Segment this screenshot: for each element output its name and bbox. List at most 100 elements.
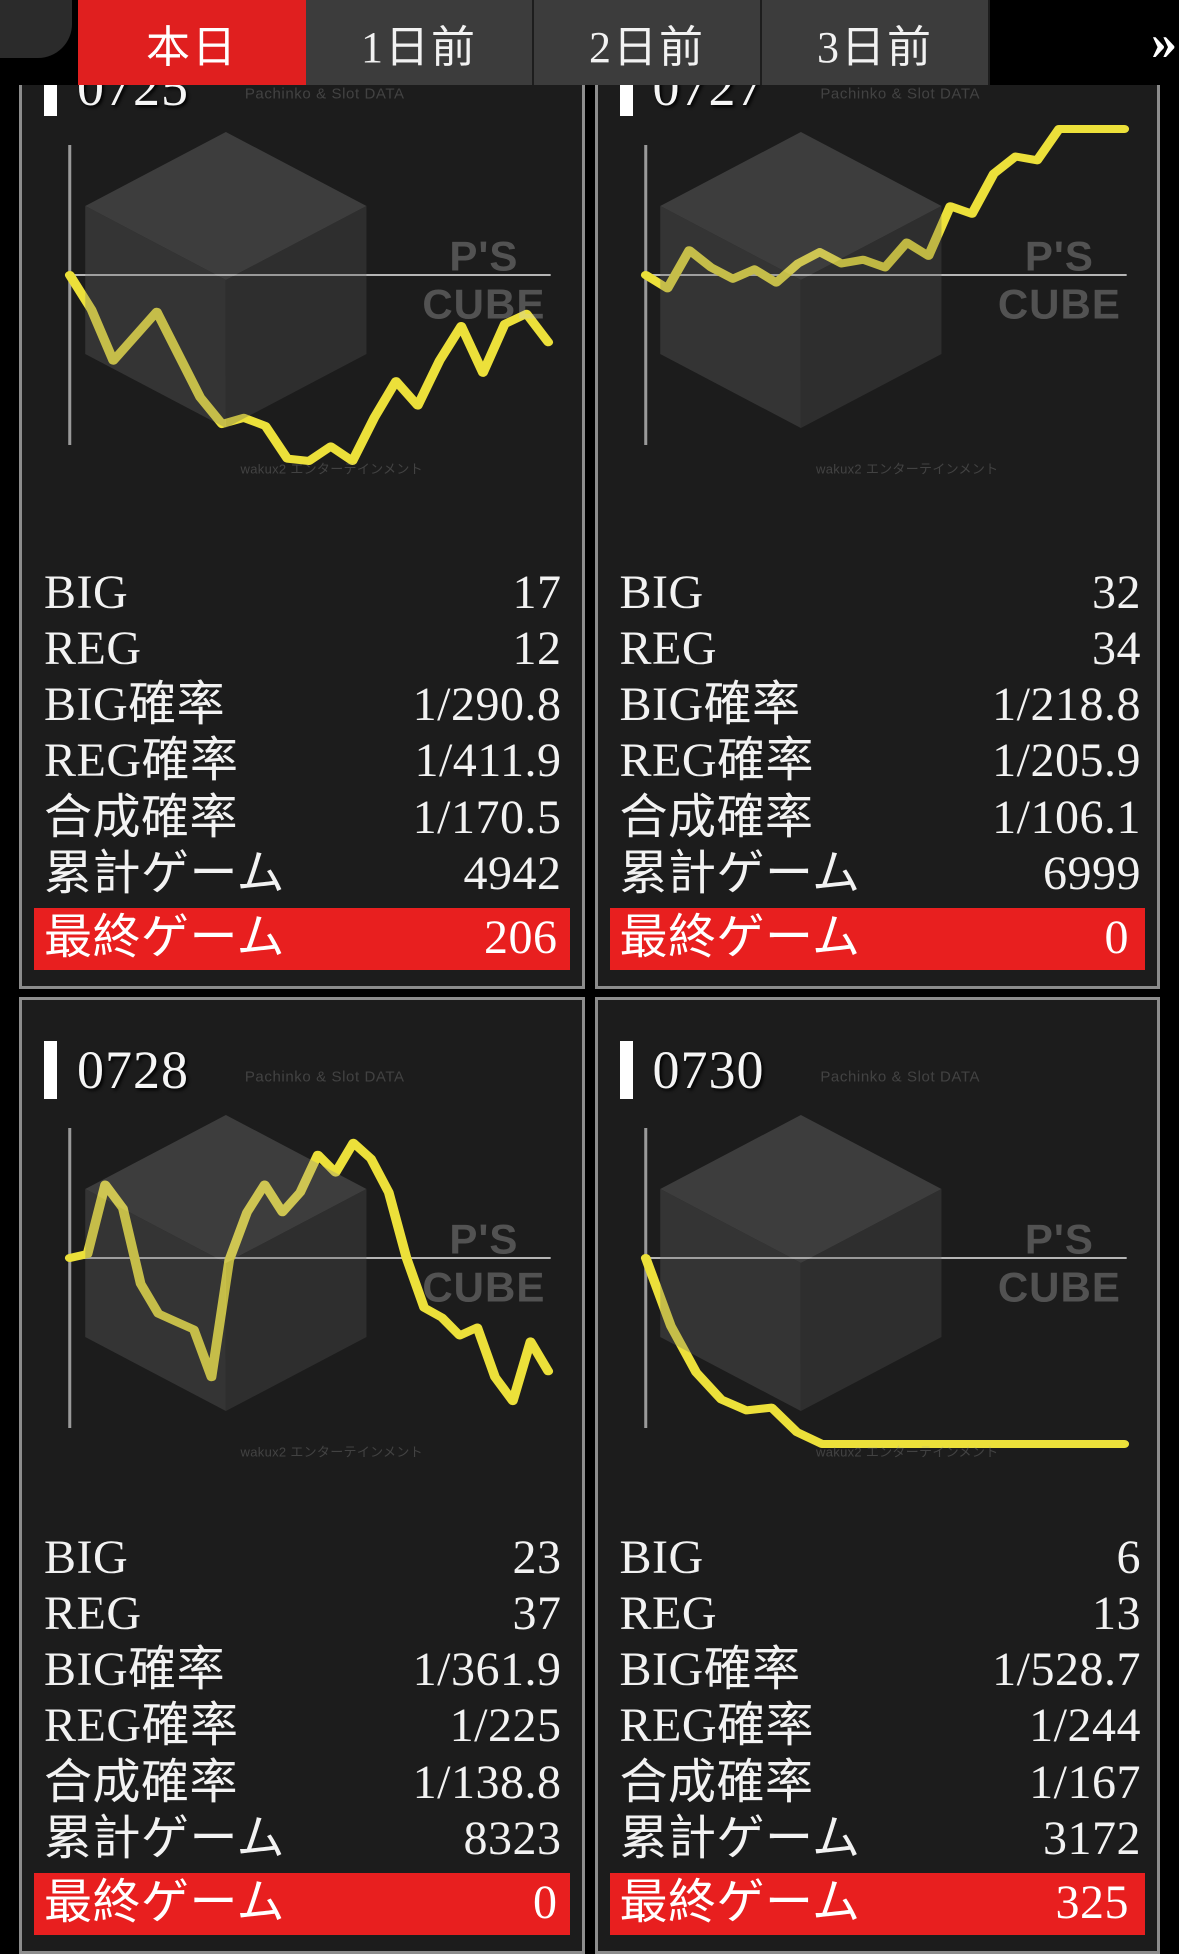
tab-label: 3日前 bbox=[817, 22, 933, 72]
payout-chart: Pachinko & Slot DATA P'S CUBE wakux2 エンタ… bbox=[624, 86, 1132, 476]
stat-value: 8323 bbox=[463, 1811, 562, 1865]
stat-label: 累計ゲーム bbox=[619, 1811, 861, 1865]
stat-row-big: BIG 17 bbox=[22, 565, 582, 621]
stat-label: REG bbox=[44, 1587, 142, 1641]
stat-value: 34 bbox=[1092, 622, 1141, 676]
tab-3-days-ago[interactable]: 3日前 bbox=[762, 0, 990, 85]
stat-label: REG確率 bbox=[44, 1699, 239, 1753]
stat-label: 累計ゲーム bbox=[619, 846, 861, 900]
stat-label: REG確率 bbox=[44, 734, 239, 788]
stat-label: REG bbox=[44, 622, 142, 676]
stat-label: 合成確率 bbox=[44, 790, 239, 844]
stat-label: REG bbox=[619, 622, 717, 676]
stat-value: 6999 bbox=[1043, 846, 1141, 900]
tab-label: 1日前 bbox=[361, 22, 477, 72]
payout-chart: Pachinko & Slot DATA P'S CUBE wakux2 エンタ… bbox=[624, 1069, 1132, 1459]
stat-row-final-games: 最終ゲーム 0 bbox=[609, 907, 1145, 970]
chart-svg bbox=[640, 1128, 1129, 1448]
stat-row-reg: REG 12 bbox=[22, 621, 582, 677]
payout-chart: Pachinko & Slot DATA P'S CUBE wakux2 エンタ… bbox=[48, 1069, 556, 1459]
stat-row-total-rate: 合成確率 1/167 bbox=[598, 1755, 1158, 1811]
day-card[interactable]: 0730 Pachinko & Slot DATA P'S CUBE wa bbox=[594, 997, 1160, 1954]
day-filter-tabbar[interactable]: 本日 1日前 2日前 3日前 » bbox=[0, 0, 1179, 85]
stat-value: 3172 bbox=[1043, 1811, 1141, 1865]
stat-value: 4942 bbox=[463, 846, 562, 900]
stat-label: BIG bbox=[619, 1530, 704, 1584]
stat-label: REG bbox=[619, 1587, 717, 1641]
stat-label: 最終ゲーム bbox=[619, 910, 861, 964]
payout-chart: Pachinko & Slot DATA P'S CUBE wakux2 エンタ… bbox=[48, 86, 556, 476]
stat-value: 23 bbox=[512, 1530, 562, 1584]
stat-row-final-games: 最終ゲーム 206 bbox=[34, 907, 570, 970]
stat-value: 1/170.5 bbox=[412, 790, 562, 844]
stat-value: 1/225 bbox=[449, 1699, 562, 1753]
stat-value: 325 bbox=[1055, 1875, 1129, 1929]
tab-1-day-ago[interactable]: 1日前 bbox=[306, 0, 534, 85]
stats-table: BIG 32 REG 34 BIG確率 1/218.8 REG確率 1/205.… bbox=[598, 565, 1158, 986]
stat-row-total-rate: 合成確率 1/170.5 bbox=[22, 790, 582, 846]
stat-value: 12 bbox=[512, 622, 562, 676]
card-header: 0728 bbox=[22, 1000, 582, 1108]
stat-row-total-rate: 合成確率 1/138.8 bbox=[22, 1755, 582, 1811]
header-accent-bar bbox=[619, 1041, 633, 1099]
stat-label: 合成確率 bbox=[44, 1755, 239, 1809]
stat-value: 0 bbox=[533, 1875, 558, 1929]
chart-series-line bbox=[64, 271, 554, 465]
stat-value: 1/138.8 bbox=[412, 1755, 562, 1809]
stat-label: BIG bbox=[619, 565, 704, 619]
stat-row-total-rate: 合成確率 1/106.1 bbox=[598, 790, 1158, 846]
stat-value: 1/106.1 bbox=[992, 790, 1141, 844]
stat-value: 37 bbox=[512, 1587, 562, 1641]
stat-value: 206 bbox=[484, 910, 558, 964]
stat-row-reg-rate: REG確率 1/411.9 bbox=[22, 733, 582, 789]
stat-value: 1/167 bbox=[1029, 1755, 1141, 1809]
stat-label: REG確率 bbox=[619, 734, 815, 788]
stat-value: 1/361.9 bbox=[412, 1643, 562, 1697]
stat-row-reg-rate: REG確率 1/225 bbox=[22, 1698, 582, 1754]
stat-row-final-games: 最終ゲーム 0 bbox=[34, 1872, 570, 1935]
chart-series-line bbox=[640, 1254, 1129, 1448]
header-accent-bar bbox=[44, 1041, 57, 1099]
chart-series-line bbox=[64, 1138, 554, 1406]
chart-svg bbox=[64, 1128, 554, 1428]
stat-row-cumulative-games: 累計ゲーム 8323 bbox=[22, 1811, 582, 1867]
tab-today[interactable]: 本日 bbox=[78, 0, 306, 85]
stat-value: 13 bbox=[1092, 1587, 1141, 1641]
stat-label: BIG確率 bbox=[619, 678, 801, 732]
card-date-label: 0730 bbox=[652, 1040, 765, 1100]
stat-row-reg-rate: REG確率 1/205.9 bbox=[598, 733, 1158, 789]
stat-value: 1/244 bbox=[1029, 1699, 1141, 1753]
stat-value: 0 bbox=[1104, 910, 1129, 964]
stat-label: 最終ゲーム bbox=[619, 1875, 861, 1929]
stat-row-reg: REG 34 bbox=[598, 621, 1158, 677]
stat-row-reg: REG 13 bbox=[598, 1586, 1158, 1642]
card-header: 0730 bbox=[598, 1000, 1158, 1108]
day-card[interactable]: 0725 Pachinko & Slot DATA P'S CUBE wa bbox=[19, 14, 585, 989]
day-card[interactable]: 0727 Pachinko & Slot DATA P'S CUBE wa bbox=[594, 14, 1160, 989]
chart-series-line bbox=[640, 125, 1129, 293]
stat-row-big-rate: BIG確率 1/218.8 bbox=[598, 677, 1158, 733]
stat-label: 累計ゲーム bbox=[44, 846, 286, 900]
stat-label: BIG確率 bbox=[619, 1643, 801, 1697]
stat-value: 1/218.8 bbox=[992, 678, 1141, 732]
stat-row-cumulative-games: 累計ゲーム 4942 bbox=[22, 846, 582, 902]
stat-label: BIG確率 bbox=[44, 1643, 226, 1697]
stats-table: BIG 23 REG 37 BIG確率 1/361.9 REG確率 1/225 … bbox=[22, 1530, 582, 1951]
stat-label: 最終ゲーム bbox=[44, 910, 286, 964]
chart-svg bbox=[64, 145, 554, 465]
tab-label: 本日 bbox=[146, 22, 238, 72]
chevron-double-right-icon[interactable]: » bbox=[1151, 14, 1177, 71]
stat-value: 1/528.7 bbox=[992, 1643, 1141, 1697]
day-card[interactable]: 0728 Pachinko & Slot DATA P'S CUBE wa bbox=[19, 997, 585, 1954]
tabbar-leading-cap bbox=[0, 0, 78, 85]
stat-label: REG確率 bbox=[619, 1699, 815, 1753]
stat-label: 合成確率 bbox=[619, 1755, 814, 1809]
stat-label: 累計ゲーム bbox=[44, 1811, 286, 1865]
stat-value: 1/205.9 bbox=[992, 734, 1141, 788]
tab-2-days-ago[interactable]: 2日前 bbox=[534, 0, 762, 85]
stat-row-big-rate: BIG確率 1/361.9 bbox=[22, 1642, 582, 1698]
stat-row-reg-rate: REG確率 1/244 bbox=[598, 1698, 1158, 1754]
card-date-label: 0728 bbox=[77, 1040, 189, 1100]
stat-value: 17 bbox=[512, 565, 562, 619]
stats-table: BIG 6 REG 13 BIG確率 1/528.7 REG確率 1/244 合… bbox=[598, 1530, 1158, 1951]
